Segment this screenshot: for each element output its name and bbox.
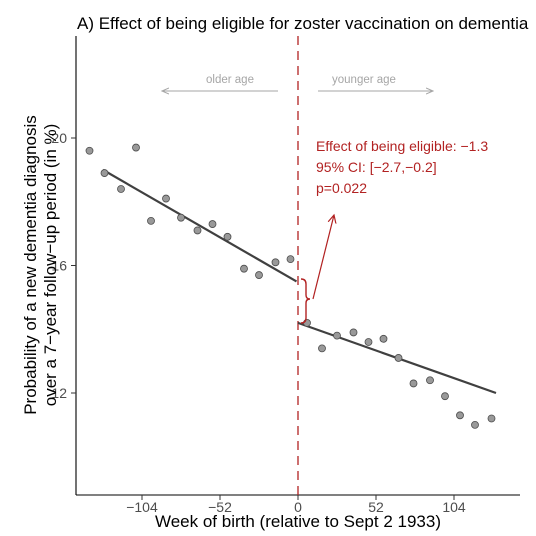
data-point — [177, 213, 185, 222]
data-points — [85, 143, 496, 429]
y-axis-ticks: 12 16 20 — [51, 130, 76, 401]
chart-title: A) Effect of being eligible for zoster v… — [77, 14, 529, 33]
fit-lines — [102, 168, 497, 395]
older-age-label: older age — [206, 74, 254, 86]
x-tick-label: 0 — [294, 499, 302, 515]
data-point — [255, 271, 263, 279]
x-tick-label: −104 — [126, 499, 158, 515]
data-point — [193, 226, 202, 235]
data-point — [286, 255, 295, 264]
x-tick-label: 104 — [442, 499, 466, 515]
data-point — [147, 216, 155, 225]
data-point — [162, 194, 170, 203]
data-point — [426, 376, 434, 385]
data-point — [456, 411, 464, 420]
y-tick-label: 20 — [51, 130, 67, 146]
confidence-interval-label: 95% CI: [−2.7,−0.2] — [316, 159, 437, 175]
data-point — [303, 318, 311, 327]
data-point — [100, 169, 109, 177]
y-tick-label: 16 — [51, 258, 67, 274]
younger-age-label: younger age — [332, 74, 396, 86]
data-point — [379, 334, 388, 343]
data-point — [208, 220, 217, 228]
discontinuity-brace — [300, 278, 311, 324]
effect-arrow — [312, 215, 334, 300]
data-point — [85, 146, 94, 155]
y-tick-label: 12 — [51, 385, 67, 401]
data-point — [487, 414, 496, 423]
regression-fit-line — [102, 168, 298, 283]
data-point — [471, 420, 479, 429]
data-point — [117, 185, 125, 193]
p-value-label: p=0.022 — [316, 180, 367, 196]
data-point — [223, 232, 232, 241]
data-point — [240, 264, 248, 273]
x-axis-ticks: −104 −52 0 52 104 — [126, 495, 466, 515]
x-tick-label: −52 — [208, 499, 232, 515]
data-point — [409, 379, 418, 388]
data-point — [132, 143, 140, 152]
x-tick-label: 52 — [368, 499, 384, 515]
data-point — [364, 338, 373, 346]
data-point — [333, 331, 341, 340]
y-axis-title-line2: over a 7−year follow−up period (in %) — [41, 124, 60, 407]
x-axis-title: Week of birth (relative to Sept 2 1933) — [155, 512, 441, 531]
effect-estimate-label: Effect of being eligible: −1.3 — [316, 138, 488, 154]
data-point — [271, 258, 280, 267]
data-point — [318, 344, 326, 353]
data-point — [349, 328, 358, 337]
y-axis-title-line1: Probability of a new dementia diagnosis — [21, 115, 40, 415]
data-point — [394, 354, 403, 362]
data-point — [441, 392, 449, 401]
